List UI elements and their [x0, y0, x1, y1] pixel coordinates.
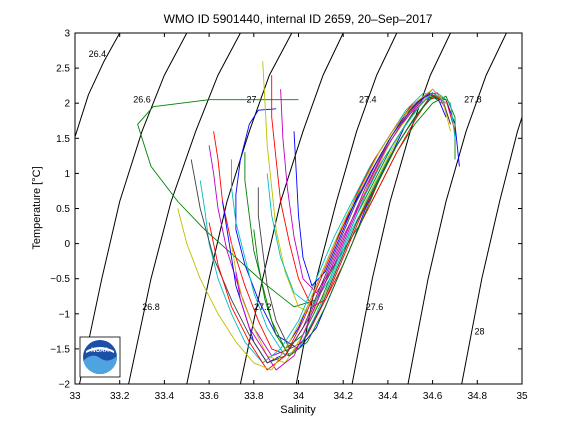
y-tick-label-1: −1.5: [50, 344, 70, 355]
axis-ticks: 33 33.2 33.4 33.6 33.8 34 34.2 34.4 34.6 34.8 35 −2…: [50, 29, 528, 403]
y-tick-label-2: −1: [59, 309, 71, 320]
x-tick-label-4: 33.8: [244, 391, 264, 402]
isopycnal-label-3: 27: [247, 95, 257, 105]
x-tick-label-7: 34.4: [378, 391, 398, 402]
y-tick-label-0: −2: [59, 380, 71, 391]
isopycnal-line-0: [75, 33, 121, 138]
y-tick-label-4: 0: [64, 239, 70, 250]
y-tick-label-6: 1: [64, 169, 70, 180]
isopycnal-label-1: 26.6: [133, 95, 151, 105]
profile-line-15: [253, 95, 447, 357]
profile-line-19: [177, 88, 447, 371]
isopycnal-line-6: [351, 33, 451, 384]
isopycnal-label-2: 26.8: [142, 302, 160, 312]
isopycnal-line-8: [461, 117, 522, 384]
y-tick-label-9: 2.5: [56, 64, 70, 75]
isopycnal-label-6: 27.6: [366, 302, 384, 312]
isopycnal-line-3: [186, 33, 293, 384]
x-tick-label-5: 34: [293, 391, 305, 402]
noaa-logo-text: NOAA: [91, 348, 109, 354]
isopycnal-label-4: 27.2: [254, 302, 272, 312]
x-axis-label: Salinity: [280, 404, 316, 416]
x-tick-label-3: 33.6: [199, 391, 219, 402]
profile-series: [137, 61, 460, 371]
x-tick-label-0: 33: [69, 391, 81, 402]
y-tick-label-7: 1.5: [56, 134, 70, 145]
x-tick-label-8: 34.6: [423, 391, 443, 402]
y-tick-label-10: 3: [64, 29, 70, 40]
noaa-logo-wave: [83, 355, 117, 374]
y-tick-label-5: 0.5: [56, 204, 70, 215]
isopycnal-labels: 26.4 26.6 26.8 27 27.2 27.4 27.6 27.8 28: [89, 49, 485, 336]
x-tick-label-1: 33.2: [110, 391, 130, 402]
profile-line-1: [137, 95, 456, 308]
noaa-logo-gull: [86, 347, 114, 353]
isopycnal-line-7: [407, 33, 507, 384]
isopycnal-line-4: [239, 33, 344, 384]
y-tick-label-3: −0.5: [50, 274, 70, 285]
x-tick-label-10: 35: [516, 391, 528, 402]
isopycnal-lines: [75, 33, 522, 384]
isopycnal-label-7: 27.8: [464, 95, 482, 105]
isopycnal-line-1: [79, 33, 188, 384]
profile-line-9: [271, 75, 442, 308]
profile-line-17: [266, 92, 447, 308]
chart-title: WMO ID 5901440, internal ID 2659, 20–Sep…: [164, 12, 433, 26]
y-tick-label-8: 2: [64, 99, 70, 110]
y-axis-label: Temperature [°C]: [31, 166, 43, 249]
isopycnal-label-0: 26.4: [89, 49, 107, 59]
x-tick-label-9: 34.8: [468, 391, 488, 402]
x-tick-label-6: 34.2: [333, 391, 353, 402]
x-tick-label-2: 33.4: [155, 391, 175, 402]
isopycnal-label-5: 27.4: [359, 95, 377, 105]
noaa-logo: NOAA: [79, 336, 121, 378]
isopycnal-line-2: [128, 33, 241, 384]
isopycnal-label-8: 28: [475, 326, 485, 336]
profile-line-18: [235, 88, 447, 371]
